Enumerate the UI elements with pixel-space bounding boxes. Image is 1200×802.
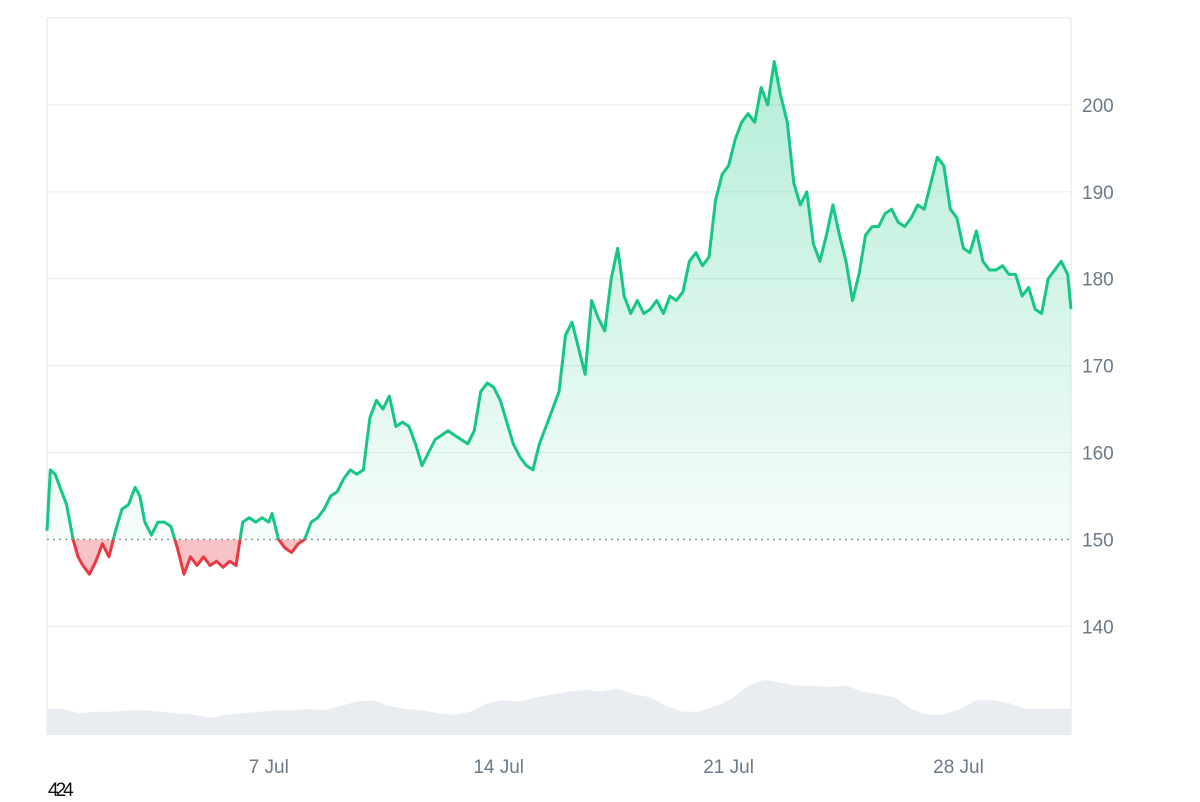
x-tick-label: 7 Jul <box>249 757 289 778</box>
y-tick-label: 140 <box>1082 617 1114 638</box>
y-tick-label: 160 <box>1082 444 1114 465</box>
y-axis: 140 150 160 170 180 190 200 <box>1082 96 1114 638</box>
price-fill-above <box>47 61 1071 540</box>
volume-shape <box>47 679 1071 735</box>
price-line-above <box>45 60 1073 540</box>
y-tick-label: 200 <box>1082 96 1114 117</box>
price-fill <box>47 61 1071 575</box>
x-tick-label: 14 Jul <box>473 757 524 778</box>
price-line-below <box>71 539 307 576</box>
y-tick-label: 170 <box>1082 357 1114 378</box>
x-tick-label: 28 Jul <box>933 757 984 778</box>
price-line <box>45 60 1073 576</box>
volume-area <box>47 679 1071 735</box>
y-tick-label: 190 <box>1082 183 1114 204</box>
y-tick-label: 150 <box>1082 530 1114 551</box>
x-tick-label: 21 Jul <box>703 757 754 778</box>
y-tick-label: 180 <box>1082 270 1114 291</box>
x-axis: 7 Jul 14 Jul 21 Jul 28 Jul <box>249 757 984 778</box>
corner-label: 424 <box>48 780 74 801</box>
